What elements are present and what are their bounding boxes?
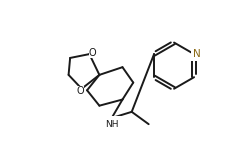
Text: NH: NH — [105, 120, 119, 129]
Text: O: O — [76, 86, 84, 96]
Text: O: O — [89, 48, 96, 58]
Text: N: N — [192, 49, 200, 59]
